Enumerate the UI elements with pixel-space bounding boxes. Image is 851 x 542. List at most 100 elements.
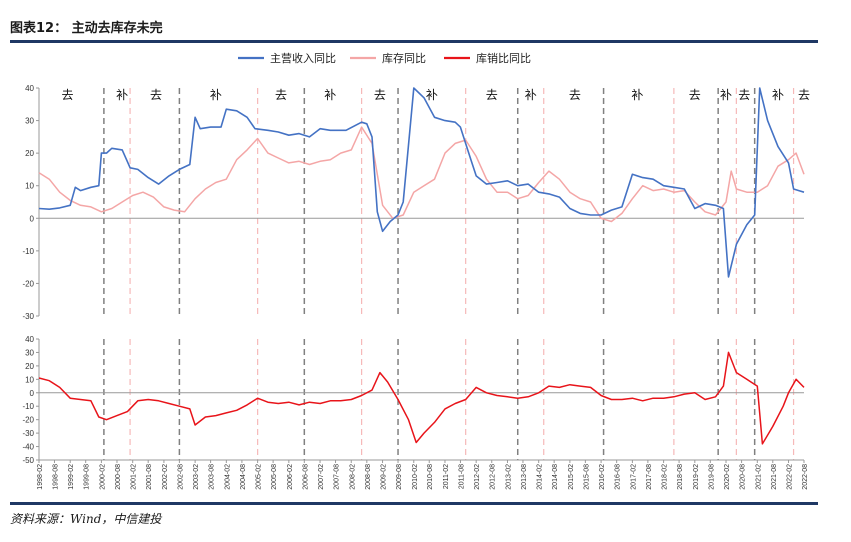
bottom-y-tick-label: 0 bbox=[30, 389, 35, 398]
x-tick-label: 2005-08 bbox=[271, 464, 278, 490]
x-tick-label: 1999-02 bbox=[68, 464, 75, 490]
phase-label-16: 去 bbox=[798, 88, 810, 102]
phase-label-6: 去 bbox=[374, 88, 386, 102]
legend: 主营收入同比 库存同比 库销比同比 bbox=[238, 51, 531, 65]
top-chart-series bbox=[38, 87, 805, 278]
top-y-tick-label: 30 bbox=[25, 117, 34, 126]
legend-label-1: 库存同比 bbox=[382, 51, 426, 65]
top-y-tick-label: -30 bbox=[22, 312, 34, 321]
bottom-y-tick-label: 20 bbox=[25, 362, 34, 371]
x-tick-label: 2003-08 bbox=[209, 464, 216, 490]
phase-label-12: 去 bbox=[689, 88, 701, 102]
bottom-y-tick-label: 30 bbox=[25, 348, 34, 357]
x-tick-label: 2021-02 bbox=[755, 464, 762, 490]
legend-label-2: 库销比同比 bbox=[476, 51, 531, 65]
x-tick-label: 2003-02 bbox=[193, 464, 200, 490]
bottom-y-tick-label: -40 bbox=[22, 443, 34, 452]
x-tick-label: 2013-08 bbox=[521, 464, 528, 490]
phase-label-15: 补 bbox=[772, 88, 784, 102]
figure-title: 图表12： 主动去库存未完 bbox=[10, 21, 163, 36]
phase-label-2: 去 bbox=[150, 88, 162, 102]
x-axis: 1998-02 1998-08 1999-02 1999-08 2000-02 2000-… bbox=[37, 459, 809, 490]
x-tick-label: 2019-02 bbox=[693, 464, 700, 490]
x-tick-label: 2006-08 bbox=[302, 464, 309, 490]
bottom-y-tick-label: -10 bbox=[22, 402, 34, 411]
bottom-y-tick-label: 10 bbox=[25, 375, 34, 384]
phase-labels: 去补去补去补去补去补去补去补去补去 bbox=[62, 88, 810, 102]
x-tick-label: 2000-08 bbox=[115, 464, 122, 490]
x-tick-label: 2015-02 bbox=[568, 464, 575, 490]
x-tick-label: 2002-08 bbox=[177, 464, 184, 490]
x-tick-label: 2005-02 bbox=[256, 464, 263, 490]
x-tick-label: 2018-02 bbox=[662, 464, 669, 490]
phase-label-0: 去 bbox=[62, 88, 74, 102]
bottom-chart-series bbox=[38, 351, 805, 445]
x-tick-label: 2017-02 bbox=[630, 464, 637, 490]
x-tick-label: 2014-02 bbox=[537, 464, 544, 490]
x-tick-label: 2013-02 bbox=[505, 464, 512, 490]
phase-label-8: 去 bbox=[486, 88, 498, 102]
phase-label-3: 补 bbox=[210, 88, 222, 102]
top-y-tick-label: 40 bbox=[25, 84, 34, 93]
legend-label-0: 主营收入同比 bbox=[270, 51, 336, 65]
x-tick-label: 2022-02 bbox=[787, 464, 794, 490]
x-tick-label: 2004-02 bbox=[224, 464, 231, 490]
top-chart-axes: -30 -20 -10 0 10 20 30 40 bbox=[22, 84, 804, 321]
x-tick-label: 2012-02 bbox=[474, 464, 481, 490]
bottom-chart-axes: -50 -40 -30 -20 -10 0 10 20 30 40 bbox=[22, 335, 804, 465]
phase-label-14: 去 bbox=[738, 88, 750, 102]
bottom-y-tick-label: -50 bbox=[22, 456, 34, 465]
x-tick-label: 2008-02 bbox=[349, 464, 356, 490]
phase-label-10: 去 bbox=[569, 88, 581, 102]
x-tick-label: 2008-08 bbox=[365, 464, 372, 490]
x-tick-label: 2015-08 bbox=[583, 464, 590, 490]
source-note: 资料来源：Wind，中信建投 bbox=[10, 512, 162, 526]
x-tick-label: 2016-02 bbox=[599, 464, 606, 490]
x-tick-label: 2010-08 bbox=[427, 464, 434, 490]
top-y-tick-label: 20 bbox=[25, 149, 34, 158]
top-y-tick-label: 10 bbox=[25, 182, 34, 191]
x-tick-label: 2019-08 bbox=[708, 464, 715, 490]
x-tick-label: 2009-08 bbox=[396, 464, 403, 490]
x-tick-label: 2018-08 bbox=[677, 464, 684, 490]
x-tick-label: 2004-08 bbox=[240, 464, 247, 490]
phase-label-13: 补 bbox=[720, 88, 732, 102]
x-tick-label: 2016-08 bbox=[615, 464, 622, 490]
phase-label-7: 补 bbox=[426, 88, 438, 102]
x-tick-label: 2007-08 bbox=[334, 464, 341, 490]
top-rule bbox=[10, 40, 818, 43]
x-tick-label: 2001-08 bbox=[146, 464, 153, 490]
x-tick-label: 2007-02 bbox=[318, 464, 325, 490]
x-tick-label: 2012-08 bbox=[490, 464, 497, 490]
x-tick-label: 2022-08 bbox=[802, 464, 809, 490]
x-tick-label: 1998-08 bbox=[52, 464, 59, 490]
x-tick-label: 1998-02 bbox=[37, 464, 44, 490]
bottom-rule bbox=[10, 502, 818, 505]
phase-label-5: 补 bbox=[324, 88, 336, 102]
x-tick-label: 2011-02 bbox=[443, 464, 450, 489]
phase-label-11: 补 bbox=[631, 88, 643, 102]
series-line-inventory-sales-ratio bbox=[38, 351, 805, 445]
x-tick-label: 2009-02 bbox=[381, 464, 388, 490]
x-tick-label: 2020-08 bbox=[740, 464, 747, 490]
x-tick-label: 2017-08 bbox=[646, 464, 653, 490]
x-tick-label: 2011-08 bbox=[458, 464, 465, 489]
x-tick-label: 2006-02 bbox=[287, 464, 294, 490]
x-tick-label: 2020-02 bbox=[724, 464, 731, 490]
bottom-y-tick-label: -30 bbox=[22, 429, 34, 438]
x-tick-label: 2021-08 bbox=[771, 464, 778, 490]
bottom-y-tick-label: 40 bbox=[25, 335, 34, 344]
top-y-tick-label: -10 bbox=[22, 247, 34, 256]
phase-label-4: 去 bbox=[275, 88, 287, 102]
x-tick-label: 2000-02 bbox=[99, 464, 106, 490]
phase-label-1: 补 bbox=[116, 88, 128, 102]
series-line-revenue bbox=[38, 87, 805, 278]
series-line-inventory bbox=[38, 126, 805, 223]
bottom-y-tick-label: -20 bbox=[22, 416, 34, 425]
phase-boundaries bbox=[103, 88, 795, 460]
x-tick-label: 2010-02 bbox=[412, 464, 419, 490]
top-y-tick-label: -20 bbox=[22, 279, 34, 288]
x-tick-label: 1999-08 bbox=[84, 464, 91, 490]
top-y-tick-label: 0 bbox=[30, 214, 35, 223]
